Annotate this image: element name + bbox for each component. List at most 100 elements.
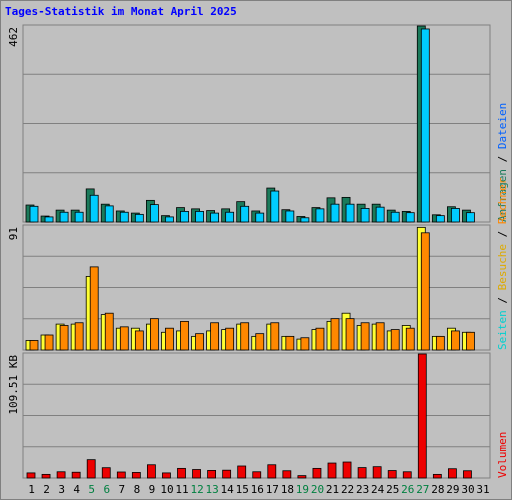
bar-volumen-day-2 [41, 473, 51, 479]
x-tick-label-29: 29 [446, 483, 459, 496]
x-tick-label-11: 11 [175, 483, 188, 496]
x-tick-label-6: 6 [103, 483, 110, 496]
bar-dateien-day-10 [165, 216, 174, 223]
x-tick-label-22: 22 [341, 483, 354, 496]
bar-dateien-day-28 [435, 215, 445, 223]
bar-rechner-day-25 [390, 329, 400, 351]
x-tick-label-28: 28 [431, 483, 444, 496]
x-tick-label-8: 8 [134, 483, 141, 496]
x-tick-label-18: 18 [281, 483, 294, 496]
bar-rechner-day-21 [330, 318, 340, 351]
bar-volumen-day-5 [86, 459, 96, 479]
axis-max-label: 462 [7, 27, 20, 47]
x-tick-label-5: 5 [88, 483, 95, 496]
legend-entry: Rechner [496, 177, 509, 224]
bar-rechner-day-13 [210, 322, 220, 351]
bar-volumen-day-8 [131, 472, 141, 479]
x-tick-label-4: 4 [73, 483, 80, 496]
bar-rechner-day-30 [466, 331, 475, 351]
bar-dateien-day-30 [466, 212, 475, 223]
bar-dateien-day-24 [375, 206, 385, 223]
legend-entry: Besuche [496, 244, 509, 290]
legend-entry: Anfragen [496, 169, 509, 222]
bar-volumen-day-11 [177, 467, 186, 479]
bar-volumen-day-16 [252, 471, 262, 479]
bar-dateien-day-5 [89, 194, 99, 223]
x-tick-label-21: 21 [326, 483, 339, 496]
bar-rechner-day-17 [270, 322, 280, 351]
bar-rechner-day-1 [29, 340, 39, 351]
x-tick-label-26: 26 [401, 483, 414, 496]
bar-volumen-day-3 [56, 471, 66, 479]
bar-dateien-day-12 [195, 210, 204, 223]
bar-volumen-day-9 [146, 464, 156, 479]
bar-volumen-day-14 [222, 469, 232, 479]
x-tick-label-30: 30 [461, 483, 474, 496]
bar-volumen-day-4 [71, 471, 81, 479]
bar-volumen-day-25 [387, 470, 397, 479]
bar-dateien-day-22 [345, 203, 355, 223]
bar-dateien-day-29 [450, 208, 460, 223]
x-tick-label-1: 1 [28, 483, 35, 496]
x-tick-label-2: 2 [43, 483, 50, 496]
legend-volume: Volumen [496, 432, 509, 478]
bar-volumen-day-20 [312, 467, 322, 479]
bar-rechner-day-28 [435, 335, 445, 351]
bar-volumen-day-10 [162, 472, 171, 479]
bar-rechner-day-20 [315, 327, 325, 351]
bar-rechner-day-16 [255, 333, 265, 351]
bar-volumen-day-26 [402, 471, 412, 479]
bar-dateien-day-1 [29, 205, 39, 223]
bar-rechner-day-27 [420, 232, 430, 351]
bar-rechner-day-23 [360, 322, 370, 351]
x-tick-label-17: 17 [266, 483, 279, 496]
bar-dateien-day-19 [300, 217, 310, 223]
bar-rechner-day-2 [44, 334, 54, 351]
bar-volumen-day-21 [327, 462, 337, 479]
x-tick-label-3: 3 [58, 483, 65, 496]
bar-dateien-day-26 [405, 212, 415, 223]
bar-volumen-day-1 [26, 472, 36, 479]
x-tick-label-14: 14 [221, 483, 235, 496]
bar-dateien-day-17 [270, 190, 280, 223]
x-tick-label-9: 9 [149, 483, 156, 496]
x-tick-label-15: 15 [236, 483, 249, 496]
bar-rechner-day-12 [195, 333, 204, 351]
legend-entry: / [496, 149, 509, 169]
bar-dateien-day-11 [180, 210, 189, 223]
bar-rechner-day-26 [405, 327, 415, 351]
bar-rechner-day-3 [59, 325, 69, 351]
bar-dateien-day-13 [210, 212, 220, 223]
bar-dateien-day-20 [315, 208, 325, 223]
bar-rechner-day-22 [345, 318, 355, 351]
bar-rechner-day-4 [74, 322, 84, 351]
bar-dateien-day-16 [255, 212, 265, 223]
bar-rechner-day-29 [450, 330, 460, 351]
x-tick-label-24: 24 [371, 483, 385, 496]
axis-max-label: 91 [7, 227, 20, 240]
legend-visits: Seiten / Besuche / Rechner [496, 177, 509, 350]
bar-dateien-day-2 [44, 216, 54, 223]
bar-rechner-day-8 [134, 330, 144, 351]
bar-volumen-day-28 [432, 473, 442, 479]
bar-dateien-day-27 [420, 28, 430, 223]
bar-dateien-day-25 [390, 211, 400, 223]
bar-dateien-day-18 [285, 210, 295, 223]
bar-volumen-day-12 [192, 469, 201, 479]
legend-entry: Seiten [496, 310, 509, 350]
bar-dateien-day-8 [134, 213, 144, 223]
bar-rechner-day-19 [300, 337, 310, 351]
bar-rechner-day-7 [119, 326, 129, 351]
legend-entry: Volumen [496, 432, 509, 478]
bar-rechner-day-18 [285, 335, 295, 351]
x-tick-label-25: 25 [386, 483, 399, 496]
bar-dateien-day-4 [74, 211, 84, 223]
bar-dateien-day-23 [360, 208, 370, 223]
x-tick-label-23: 23 [356, 483, 369, 496]
x-tick-label-10: 10 [160, 483, 173, 496]
x-tick-label-7: 7 [119, 483, 126, 496]
bar-volumen-day-6 [101, 467, 111, 479]
legend-entry: Dateien [496, 103, 509, 149]
